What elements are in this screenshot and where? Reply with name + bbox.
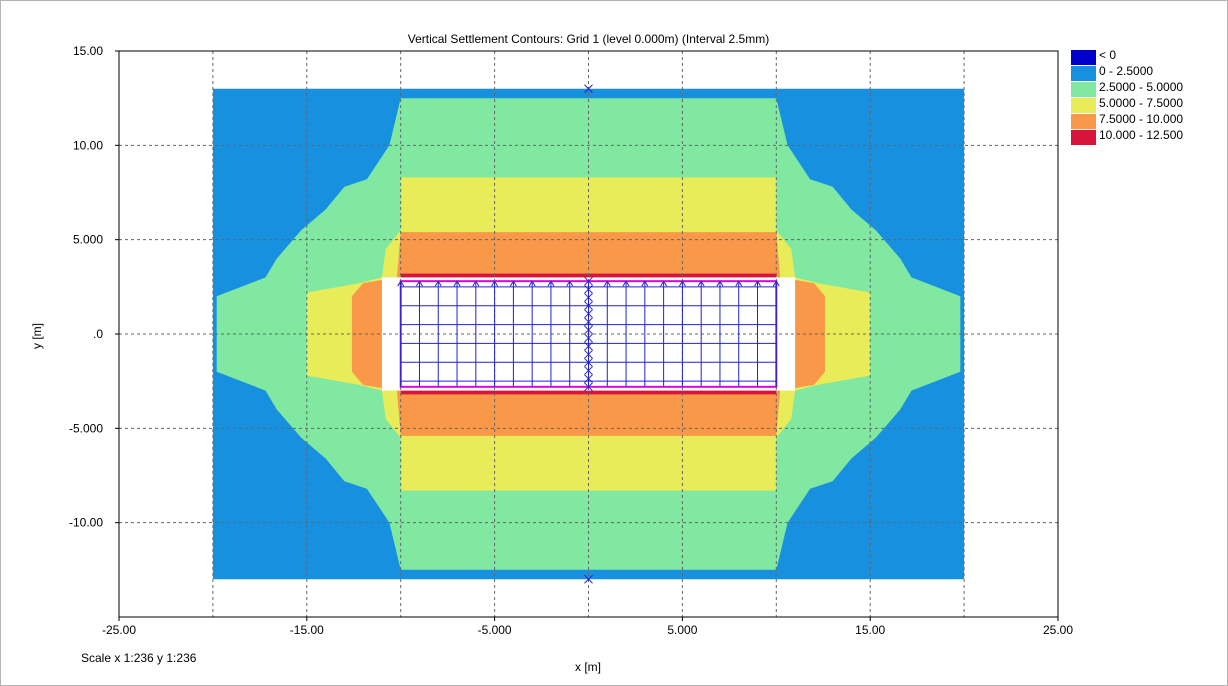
- pile-arrow-head: [547, 280, 555, 287]
- pile-cross: [584, 325, 593, 335]
- pile-arrow-head: [678, 280, 686, 287]
- legend-label: 5.0000 - 7.5000: [1099, 96, 1184, 110]
- legend-item: 2.5000 - 5.0000: [1069, 80, 1219, 97]
- pile-cross: [584, 284, 593, 294]
- legend-item: 10.000 - 12.500: [1069, 128, 1219, 145]
- legend-swatch: [1071, 98, 1096, 113]
- section-marker-0: [584, 84, 593, 94]
- pile-arrow-head: [754, 280, 761, 287]
- pile-arrow-head: [491, 280, 499, 287]
- pile-arrow-head: [528, 280, 536, 287]
- pile-arrow-head: [472, 280, 480, 287]
- pile-arrow-head: [772, 280, 780, 287]
- x-tick-label: 5.000: [667, 623, 697, 637]
- section-marker-1: [584, 574, 593, 584]
- y-axis-label: y [m]: [30, 323, 44, 349]
- pile-arrow-head: [660, 280, 668, 287]
- pile-arrow-head: [622, 280, 630, 287]
- pile-arrow-head: [735, 280, 743, 287]
- legend-swatch: [1071, 50, 1096, 65]
- legend: < 0 0 - 2.5000 2.5000 - 5.0000 5.0000 - 7.5…: [1069, 48, 1219, 145]
- pile-cross: [584, 317, 593, 327]
- x-tick-label: 25.00: [1043, 623, 1073, 637]
- chart-title: Vertical Settlement Contours: Grid 1 (le…: [408, 32, 769, 46]
- pile-cross: [584, 358, 593, 367]
- pile-arrow-head: [641, 280, 649, 287]
- x-tick-label: -25.00: [102, 623, 136, 637]
- pile-cross: [584, 301, 593, 310]
- legend-item: 7.5000 - 10.000: [1069, 112, 1219, 129]
- legend-item: 5.0000 - 7.5000: [1069, 96, 1219, 113]
- pile-arrow-head: [434, 280, 442, 287]
- pile-arrow-head: [453, 280, 461, 287]
- pile-arrow-head: [397, 280, 405, 287]
- x-axis-label: x [m]: [575, 660, 601, 674]
- y-tick-label: -10.00: [69, 516, 103, 530]
- x-tick-label: -15.00: [290, 623, 324, 637]
- scale-label: Scale x 1:236 y 1:236: [81, 651, 197, 665]
- legend-swatch: [1071, 114, 1096, 129]
- y-tick-label: -5.000: [69, 421, 103, 435]
- pile-cross: [584, 382, 593, 392]
- pile-cross: [584, 309, 593, 319]
- legend-swatch: [1071, 66, 1096, 81]
- x-tick-label: -5.000: [478, 623, 512, 637]
- y-tick-label: .0: [93, 327, 103, 341]
- legend-label: < 0: [1099, 48, 1117, 62]
- section-markers: [584, 84, 593, 584]
- legend-label: 2.5000 - 5.0000: [1099, 80, 1184, 94]
- legend-swatch: [1071, 82, 1096, 97]
- pile-grid: [397, 276, 780, 392]
- x-tick-label: 15.00: [855, 623, 885, 637]
- pile-cross: [584, 374, 593, 384]
- pile-arrow-head: [716, 280, 724, 287]
- legend-item: 0 - 2.5000: [1069, 64, 1219, 81]
- pile-cross: [584, 293, 593, 302]
- y-tick-label: 15.00: [73, 44, 103, 58]
- legend-item: < 0: [1069, 48, 1219, 65]
- pile-cross: [584, 366, 593, 375]
- y-tick-label: 5.000: [73, 233, 103, 247]
- pile-cross: [584, 341, 593, 351]
- pile-arrow-head: [603, 280, 611, 287]
- pile-cross: [584, 349, 593, 359]
- legend-label: 7.5000 - 10.000: [1099, 112, 1184, 126]
- pile-arrow-head: [509, 280, 517, 287]
- axis-ticks: -25.00 -15.00 -5.000 5.000 15.00 25.00 15.00 10…: [69, 44, 1073, 637]
- y-tick-label: 10.00: [73, 138, 103, 152]
- pile-cross: [584, 276, 593, 286]
- legend-label: 0 - 2.5000: [1099, 64, 1154, 78]
- pile-arrow-head: [566, 280, 574, 287]
- pile-cross: [584, 333, 593, 343]
- legend-swatch: [1071, 130, 1096, 145]
- pile-arrow-head: [416, 280, 423, 287]
- pile-arrow-head: [697, 280, 705, 287]
- legend-label: 10.000 - 12.500: [1099, 128, 1184, 142]
